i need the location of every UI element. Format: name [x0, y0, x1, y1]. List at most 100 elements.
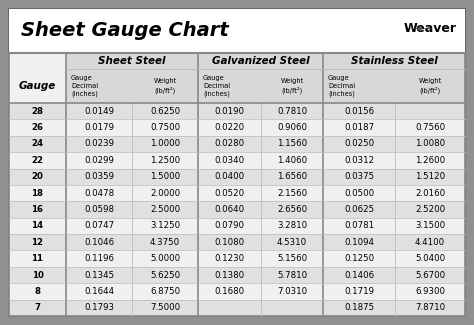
Bar	[9, 103, 465, 119]
Text: Weight
(lb/ft²): Weight (lb/ft²)	[419, 78, 442, 94]
Text: 20: 20	[32, 172, 44, 181]
Bar	[66, 53, 198, 103]
Bar	[9, 169, 465, 185]
Text: 5.6700: 5.6700	[415, 270, 445, 280]
Text: Gauge: Gauge	[19, 81, 56, 91]
Text: 0.1196: 0.1196	[84, 254, 114, 263]
Text: 18: 18	[31, 188, 44, 198]
Text: 0.7810: 0.7810	[277, 107, 307, 116]
Text: 1.0000: 1.0000	[150, 139, 180, 149]
Text: 0.0190: 0.0190	[215, 107, 245, 116]
Text: 0.9060: 0.9060	[277, 123, 307, 132]
Text: 1.5120: 1.5120	[415, 172, 445, 181]
Text: 0.0478: 0.0478	[84, 188, 114, 198]
Text: 0.0220: 0.0220	[214, 123, 245, 132]
Text: 0.1680: 0.1680	[214, 287, 245, 296]
Bar	[9, 53, 465, 316]
Text: Gauge
Decimal
(inches): Gauge Decimal (inches)	[328, 75, 355, 97]
Text: 0.0299: 0.0299	[84, 156, 114, 165]
Text: 2.6560: 2.6560	[277, 205, 307, 214]
Text: 0.0156: 0.0156	[344, 107, 374, 116]
Bar	[323, 53, 465, 103]
Text: 8: 8	[35, 287, 40, 296]
Text: 0.0239: 0.0239	[84, 139, 114, 149]
Text: 4.4100: 4.4100	[415, 238, 445, 247]
Text: 16: 16	[31, 205, 44, 214]
Text: 0.0187: 0.0187	[344, 123, 374, 132]
Text: 0.1719: 0.1719	[344, 287, 374, 296]
Text: 0.0640: 0.0640	[214, 205, 245, 214]
Text: 0.0598: 0.0598	[84, 205, 114, 214]
Text: 28: 28	[31, 107, 44, 116]
Text: 0.0375: 0.0375	[344, 172, 374, 181]
Text: 1.1560: 1.1560	[277, 139, 307, 149]
Bar	[9, 136, 465, 152]
Text: 0.1875: 0.1875	[344, 303, 374, 312]
Text: 4.3750: 4.3750	[150, 238, 180, 247]
Text: 10: 10	[32, 270, 44, 280]
Bar	[9, 283, 465, 300]
Text: 3.1250: 3.1250	[150, 221, 180, 230]
Text: Sheet Gauge Chart: Sheet Gauge Chart	[21, 21, 229, 41]
Text: 0.1094: 0.1094	[344, 238, 374, 247]
Text: 24: 24	[31, 139, 44, 149]
Text: 2.1560: 2.1560	[277, 188, 307, 198]
Text: 2.0160: 2.0160	[415, 188, 445, 198]
Text: 2.0000: 2.0000	[150, 188, 180, 198]
Text: 0.0179: 0.0179	[84, 123, 114, 132]
Text: 0.0500: 0.0500	[344, 188, 374, 198]
Text: 5.0400: 5.0400	[415, 254, 445, 263]
Text: 5.0000: 5.0000	[150, 254, 180, 263]
Text: 0.6250: 0.6250	[150, 107, 180, 116]
Text: 7.8710: 7.8710	[415, 303, 445, 312]
Bar	[9, 267, 465, 283]
Text: 22: 22	[31, 156, 44, 165]
Bar	[9, 218, 465, 234]
Text: Weight
(lb/ft²): Weight (lb/ft²)	[281, 78, 304, 94]
Text: 0.0149: 0.0149	[84, 107, 114, 116]
Bar	[9, 53, 66, 103]
Text: 4.5310: 4.5310	[277, 238, 307, 247]
Text: 0.0359: 0.0359	[84, 172, 114, 181]
Text: 0.0625: 0.0625	[344, 205, 374, 214]
Text: 0.1345: 0.1345	[84, 270, 114, 280]
Bar	[9, 119, 465, 136]
Text: 0.1080: 0.1080	[214, 238, 245, 247]
Text: 11: 11	[31, 254, 44, 263]
Text: Weaver: Weaver	[404, 21, 457, 34]
Bar	[9, 234, 465, 251]
Text: 1.0080: 1.0080	[415, 139, 445, 149]
Text: 0.0340: 0.0340	[214, 156, 245, 165]
Text: Stainless Steel: Stainless Steel	[351, 56, 438, 66]
Text: 0.0520: 0.0520	[214, 188, 245, 198]
Text: Galvanized Steel: Galvanized Steel	[212, 56, 310, 66]
Text: 5.7810: 5.7810	[277, 270, 307, 280]
Bar	[9, 251, 465, 267]
Bar	[9, 9, 465, 53]
Text: Gauge
Decimal
(inches): Gauge Decimal (inches)	[71, 75, 98, 97]
Text: 5.6250: 5.6250	[150, 270, 180, 280]
Text: Sheet Steel: Sheet Steel	[98, 56, 166, 66]
Bar	[9, 152, 465, 169]
Text: 1.6560: 1.6560	[277, 172, 307, 181]
Text: 1.4060: 1.4060	[277, 156, 307, 165]
Text: 6.8750: 6.8750	[150, 287, 180, 296]
Text: 0.1406: 0.1406	[344, 270, 374, 280]
Text: 0.7560: 0.7560	[415, 123, 445, 132]
Text: 0.0312: 0.0312	[344, 156, 374, 165]
Text: 0.0747: 0.0747	[84, 221, 114, 230]
Text: 2.5200: 2.5200	[415, 205, 445, 214]
Text: 0.1644: 0.1644	[84, 287, 114, 296]
Text: 12: 12	[31, 238, 44, 247]
Text: Weight
(lb/ft²): Weight (lb/ft²)	[154, 78, 177, 94]
Text: 26: 26	[31, 123, 44, 132]
Text: 1.5000: 1.5000	[150, 172, 180, 181]
Text: 7.5000: 7.5000	[150, 303, 180, 312]
Text: 0.1230: 0.1230	[214, 254, 245, 263]
Text: 1.2500: 1.2500	[150, 156, 180, 165]
Text: 2.5000: 2.5000	[150, 205, 180, 214]
Text: 0.0280: 0.0280	[214, 139, 245, 149]
Text: 0.1380: 0.1380	[214, 270, 245, 280]
Text: 3.1500: 3.1500	[415, 221, 445, 230]
Text: 7.0310: 7.0310	[277, 287, 307, 296]
